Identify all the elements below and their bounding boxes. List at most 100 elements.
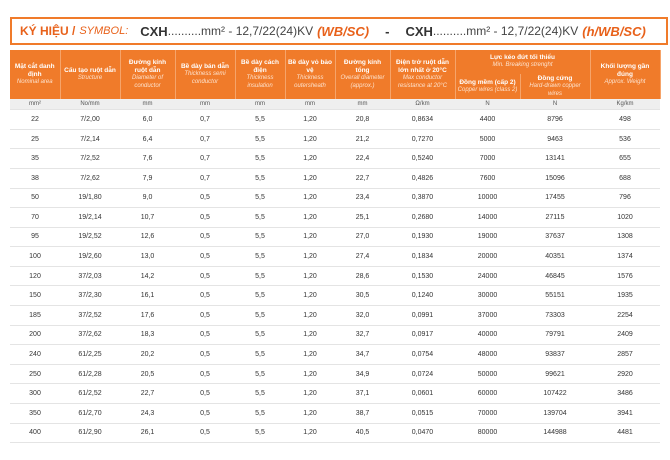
- header-vi: Bề dày bán dẫn: [180, 63, 230, 70]
- cell: 400: [10, 423, 60, 444]
- cell: 2857: [590, 344, 660, 365]
- cell: 46845: [520, 266, 590, 287]
- cell: 5,5: [235, 207, 285, 228]
- cell: 2254: [590, 305, 660, 326]
- cell: 120: [10, 266, 60, 287]
- cell: 16,1: [120, 285, 175, 307]
- data-row: 35 7/2,52 7,6 0,7 5,5 1,20 22,4 0,5240 7000 13141…: [10, 148, 660, 169]
- cell: 2920: [590, 364, 660, 385]
- data-row: 50 19/1,80 9,0 0,5 5,5 1,20 23,4 0,3870 10000 174…: [10, 188, 660, 209]
- cell: 1,20: [285, 305, 335, 326]
- cell: 7600: [455, 168, 520, 189]
- column-header: Điện trở ruột dẫn lớn nhất ở 20°C Max con…: [390, 50, 456, 100]
- cell: 0,0470: [390, 423, 455, 444]
- cell: 250: [10, 364, 60, 385]
- cell: 37/2,30: [60, 285, 120, 307]
- cell: 0,5: [175, 364, 235, 385]
- cell: 9,0: [120, 188, 175, 209]
- column-header: Mặt cắt danh định Nominal area: [10, 50, 61, 100]
- cell: 27115: [520, 207, 590, 228]
- cell: 32,7: [335, 325, 390, 346]
- cell: 10000: [455, 188, 520, 209]
- table-head: Mặt cắt danh định Nominal area Cấu tạo ruộ…: [10, 50, 661, 100]
- cell: 23,4: [335, 188, 390, 209]
- unit-cell: N: [520, 99, 590, 111]
- cell: 61/2,52: [60, 383, 120, 405]
- cell: 7000: [455, 148, 520, 169]
- cell: 1,20: [285, 246, 335, 267]
- data-row: 240 61/2,25 20,2 0,5 5,5 1,20 34,7 0,0754 48000 9…: [10, 344, 660, 365]
- cell: 19/1,80: [60, 188, 120, 209]
- cell: 95: [10, 227, 60, 248]
- cell: 61/2,25: [60, 344, 120, 365]
- cell: 50000: [455, 364, 520, 385]
- cell: 61/2,90: [60, 423, 120, 444]
- cell: 17455: [520, 188, 590, 209]
- column-header: Khối lượng gần đúng Approx. Weight: [590, 50, 661, 100]
- cell: 1576: [590, 266, 660, 287]
- cell: 5,5: [235, 227, 285, 248]
- cell: 0,5: [175, 207, 235, 228]
- cell: 100: [10, 246, 60, 267]
- header-row: Đồng mềm (cấp 2) Copper wires (class 2) Đồ…: [10, 74, 660, 100]
- spec: ..........mm² - 12,7/22(24)KV: [432, 24, 579, 38]
- cell: 5,5: [235, 403, 285, 424]
- cell: 40000: [455, 325, 520, 346]
- cell: 70: [10, 207, 60, 228]
- cell: 7/2,14: [60, 129, 120, 150]
- cell: 1,20: [285, 285, 335, 307]
- cell: 0,5240: [390, 148, 455, 169]
- data-row: 120 37/2,03 14,2 0,5 5,5 1,20 28,6 0,1530 24000 4…: [10, 266, 660, 287]
- header-vi: Đường kính ruột dẫn: [128, 58, 167, 75]
- header-vi: Mặt cắt danh định: [14, 62, 55, 78]
- cell: 7,9: [120, 168, 175, 189]
- column-header: Lực kéo đứt tối thiểu Min. Breaking stren…: [455, 50, 591, 74]
- symbol-label-en: SYMBOL:: [79, 25, 129, 37]
- header-vi: Bề dày cách điện: [241, 58, 279, 75]
- cell: 6,4: [120, 129, 175, 150]
- column-header: Bề dày cách điện Thickness insulation: [235, 50, 286, 100]
- cell: 4400: [455, 109, 520, 130]
- cell: 5,5: [235, 188, 285, 209]
- cell: 26,1: [120, 423, 175, 444]
- cell: 73303: [520, 305, 590, 326]
- data-row: 95 19/2,52 12,6 0,5 5,5 1,20 27,0 0,1930 19000 37…: [10, 227, 660, 248]
- cell: 0,5: [175, 227, 235, 248]
- cell: 1,20: [285, 148, 335, 169]
- header-vi: Bề dày vỏ bảo vệ: [287, 58, 333, 75]
- cell: 5,5: [235, 383, 285, 405]
- data-row: 300 61/2,52 22,7 0,5 5,5 1,20 37,1 0,0601 60000 1…: [10, 383, 660, 405]
- cell: 1,20: [285, 403, 335, 424]
- symbol-bar: KÝ HIỆU / SYMBOL: CXH ..........mm² - 12…: [10, 17, 668, 45]
- cell: 0,5: [175, 266, 235, 287]
- cell: 19000: [455, 227, 520, 248]
- data-row: 22 7/2,00 6,0 0,7 5,5 1,20 20,8 0,8634 4400 8796 4…: [10, 109, 660, 130]
- cell: 0,5: [175, 188, 235, 209]
- cell: 1020: [590, 207, 660, 228]
- cell: 61/2,70: [60, 403, 120, 424]
- cell: 796: [590, 188, 660, 209]
- header-vi: Cấu tạo ruột dẫn: [64, 66, 116, 74]
- cell: 240: [10, 344, 60, 365]
- cell: 498: [590, 109, 660, 130]
- cell: 1,20: [285, 364, 335, 385]
- data-row: 250 61/2,28 20,5 0,5 5,5 1,20 34,9 0,0724 50000 9…: [10, 364, 660, 385]
- cell: 5,5: [235, 266, 285, 287]
- header-en: Max conductor resistance at 20°C: [397, 75, 448, 89]
- data-row: 200 37/2,62 18,3 0,5 5,5 1,20 32,7 0,0917 40000 7…: [10, 325, 660, 346]
- cell: 3486: [590, 383, 660, 405]
- header-vi: Đường kính tổng: [343, 58, 382, 75]
- cell: 5000: [455, 129, 520, 150]
- cell: 24000: [455, 266, 520, 287]
- suffix: (WB/SC): [317, 23, 370, 39]
- cell: 200: [10, 325, 60, 346]
- cell: 0,1834: [390, 246, 455, 267]
- cell: 0,5: [175, 423, 235, 444]
- column-header: Đồng cứng Hard-drawn copper wires: [520, 74, 591, 100]
- cell: 144988: [520, 423, 590, 444]
- cell: 80000: [455, 423, 520, 444]
- cell: 5,5: [235, 168, 285, 189]
- header-en: Structure: [77, 74, 103, 81]
- cell: 0,7270: [390, 129, 455, 150]
